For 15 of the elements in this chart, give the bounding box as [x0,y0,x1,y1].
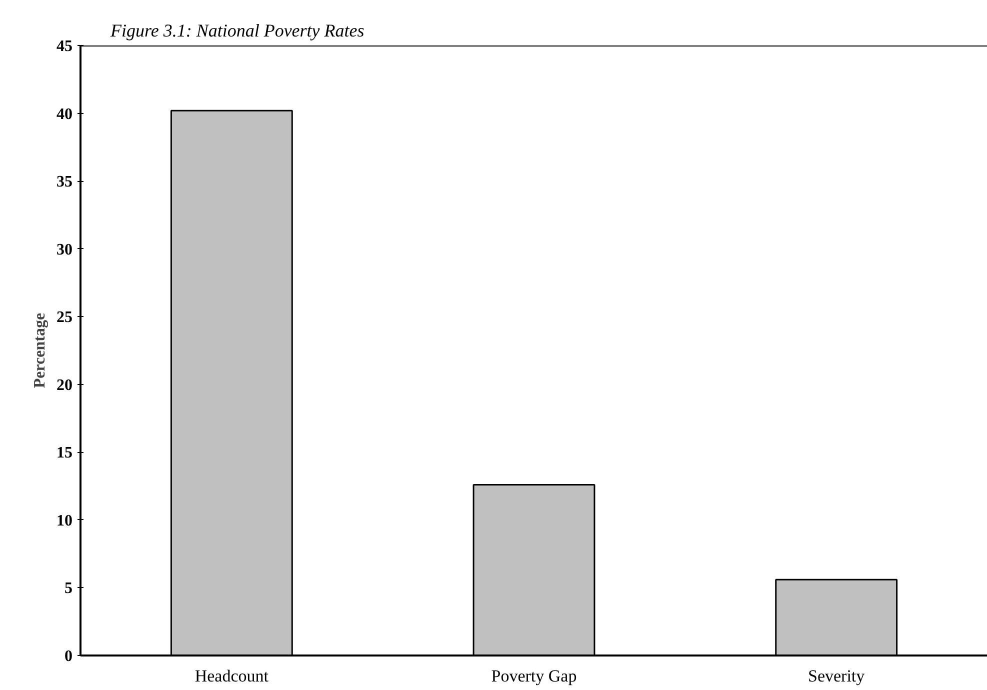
y-tick-label: 10 [56,512,72,530]
y-tick-label: 15 [56,444,72,462]
y-tick-label: 45 [56,38,72,55]
y-tick-label: 5 [64,580,72,598]
y-tick-label: 0 [64,648,72,665]
y-tick-label: 30 [56,241,72,258]
x-tick-label: Severity [808,666,866,686]
y-axis-title: Percentage [32,312,48,388]
x-tick-label: Poverty Gap [491,666,577,686]
y-tick-label: 25 [56,309,72,326]
x-tick-label: Headcount [194,666,269,686]
chart-title: Figure 3.1: National Poverty Rates [110,20,364,40]
y-tick-label: 35 [56,174,72,191]
y-tick-label: 20 [56,376,72,394]
y-tick-label: 40 [56,106,72,123]
